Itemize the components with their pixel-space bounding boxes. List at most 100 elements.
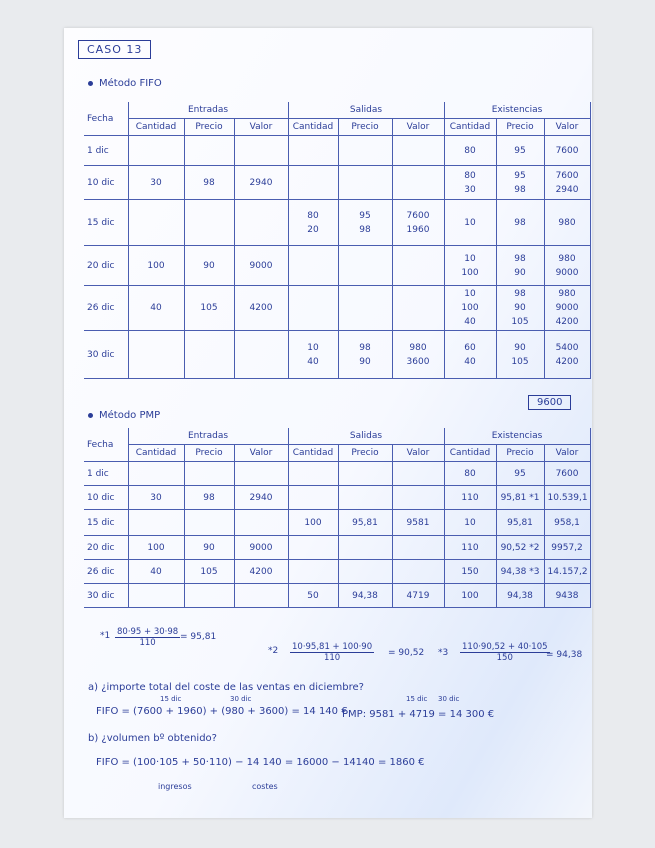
out-cantidad: 80 20 (287, 199, 339, 246)
header-cantidad: Cantidad (127, 444, 185, 462)
table-row: 26 dic 40 105 4200 150 94,38 *3 14.157,2 (84, 559, 591, 584)
numerator: 110·90,52 + 40·105 (460, 642, 550, 653)
in-precio: 98 (183, 165, 235, 200)
in-cantidad (127, 135, 185, 166)
note-result: = 94,38 (546, 650, 583, 660)
stock-valor: 958,1 (543, 509, 591, 536)
brace-label-15dic-pmp: 15 dic (406, 695, 428, 703)
in-valor (233, 330, 289, 379)
out-cantidad (287, 485, 339, 510)
table-row: 20 dic 100 90 9000 110 90,52 *2 9957,2 (84, 535, 591, 560)
note-label: *1 (100, 631, 111, 641)
out-precio (337, 135, 393, 166)
out-precio: 95 98 (337, 199, 393, 246)
header-precio: Precio (495, 118, 545, 136)
stock-cantidad: 60 40 (443, 330, 497, 379)
stock-precio: 90 105 (495, 330, 545, 379)
fraction: 80·95 + 30·98 110 (115, 627, 181, 648)
header-precio: Precio (337, 118, 393, 136)
out-cantidad (287, 285, 339, 331)
out-cantidad (287, 535, 339, 560)
out-precio (337, 461, 393, 486)
in-precio: 90 (183, 535, 235, 560)
stock-cantidad: 10 (443, 199, 497, 246)
header-group-salidas: Salidas (287, 428, 445, 445)
in-cantidad (127, 330, 185, 379)
header-cantidad: Cantidad (287, 118, 339, 136)
in-cantidad: 40 (127, 285, 185, 331)
case-title: CASO 13 (78, 40, 152, 59)
stock-precio: 98 90 105 (495, 285, 545, 331)
in-cantidad (127, 583, 185, 608)
stock-valor: 980 9000 4200 (543, 285, 591, 331)
answer-a-pmp: PMP: 9581 + 4719 = 14 300 € (342, 709, 495, 720)
out-valor: 9581 (391, 509, 445, 536)
header-cantidad: Cantidad (287, 444, 339, 462)
in-precio (183, 330, 235, 379)
stock-valor: 7600 (543, 135, 591, 166)
header-group-entradas: Entradas (127, 428, 289, 445)
table-row: 30 dic 50 94,38 4719 100 94,38 9438 (84, 583, 591, 608)
in-valor (233, 509, 289, 536)
stock-cantidad: 100 (443, 583, 497, 608)
fifo-heading: Método FIFO (88, 78, 162, 89)
stock-cantidad: 110 (443, 535, 497, 560)
in-valor (233, 199, 289, 246)
fraction: 110·90,52 + 40·105 150 (460, 642, 550, 663)
header-valor: Valor (391, 118, 445, 136)
table-row: 20 dic 100 90 9000 10 100 98 90 980 9000 (84, 245, 591, 286)
out-valor (391, 535, 445, 560)
in-precio: 105 (183, 559, 235, 584)
numerator: 80·95 + 30·98 (115, 627, 181, 638)
in-cantidad: 30 (127, 485, 185, 510)
stock-valor: 9438 (543, 583, 591, 608)
out-cantidad (287, 245, 339, 286)
stock-cantidad: 10 100 40 (443, 285, 497, 331)
in-cantidad (127, 199, 185, 246)
in-valor: 2940 (233, 165, 289, 200)
table-row: 1 dic 80 95 7600 (84, 461, 591, 486)
denominator: 110 (139, 638, 156, 648)
stock-cantidad: 10 (443, 509, 497, 536)
header-cantidad: Cantidad (127, 118, 185, 136)
note-label: *3 (438, 648, 449, 658)
label-costes: costes (252, 782, 278, 791)
in-precio: 90 (183, 245, 235, 286)
fraction: 10·95,81 + 100·90 110 (290, 642, 375, 663)
out-precio (337, 535, 393, 560)
in-cantidad: 100 (127, 245, 185, 286)
table-row: 15 dic 100 95,81 9581 10 95,81 958,1 (84, 509, 591, 536)
out-cantidad: 50 (287, 583, 339, 608)
header-precio: Precio (337, 444, 393, 462)
out-precio (337, 165, 393, 200)
out-cantidad: 100 (287, 509, 339, 536)
out-valor (391, 485, 445, 510)
table-row: 10 dic 30 98 2940 80 30 95 98 7600 2940 (84, 165, 591, 200)
fifo-table: Fecha Entradas Salidas Existencias Cantidad P… (84, 102, 591, 379)
header-fecha: Fecha (84, 428, 129, 462)
row-date: 15 dic (84, 509, 129, 536)
stock-cantidad: 10 100 (443, 245, 497, 286)
header-valor: Valor (391, 444, 445, 462)
answer-b-fifo: FIFO = (100·105 + 50·110) − 14 140 = 160… (96, 757, 425, 768)
stock-valor: 10.539,1 (543, 485, 591, 510)
out-valor: 980 3600 (391, 330, 445, 379)
stock-precio: 90,52 *2 (495, 535, 545, 560)
in-cantidad (127, 509, 185, 536)
out-valor (391, 135, 445, 166)
in-precio (183, 199, 235, 246)
stock-cantidad: 150 (443, 559, 497, 584)
table-row: 10 dic 30 98 2940 110 95,81 *1 10.539,1 (84, 485, 591, 510)
header-precio: Precio (183, 118, 235, 136)
header-cantidad: Cantidad (443, 118, 497, 136)
brace-label-30dic: 30 dic (230, 695, 252, 703)
stock-valor: 9957,2 (543, 535, 591, 560)
in-precio (183, 509, 235, 536)
stock-precio: 95 (495, 135, 545, 166)
fifo-total: 9600 (528, 395, 572, 410)
out-precio (337, 245, 393, 286)
header-precio: Precio (495, 444, 545, 462)
in-valor (233, 583, 289, 608)
header-group-entradas: Entradas (127, 102, 289, 119)
question-a: a) ¿importe total del coste de las venta… (88, 682, 364, 693)
